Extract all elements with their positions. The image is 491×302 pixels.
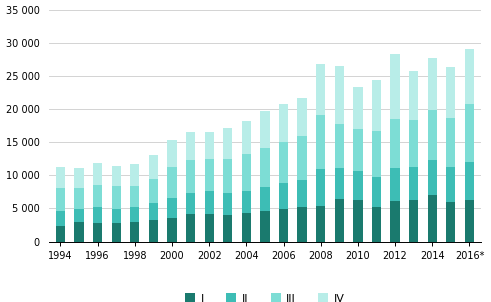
Bar [390,201,400,242]
Bar [298,136,307,180]
Bar [446,117,456,167]
Bar [428,58,437,110]
Bar [279,183,288,209]
Bar [56,226,65,242]
Bar [205,132,214,159]
Bar [260,187,270,211]
Bar [74,209,83,222]
Bar [167,140,177,167]
Bar [205,191,214,214]
Bar [242,191,251,213]
Bar [56,188,65,211]
Bar [353,171,362,200]
Bar [56,211,65,226]
Bar [167,218,177,242]
Bar [298,207,307,242]
Bar [242,213,251,242]
Bar [149,220,158,242]
Bar [279,104,288,142]
Bar [111,166,121,186]
Bar [390,168,400,201]
Bar [186,132,195,160]
Bar [316,115,326,169]
Bar [335,66,344,124]
Legend: I, II, III, IV: I, II, III, IV [181,289,349,302]
Bar [111,209,121,223]
Bar [446,167,456,202]
Bar [372,207,381,242]
Bar [130,185,139,207]
Bar [465,200,474,242]
Bar [130,222,139,242]
Bar [130,164,139,185]
Bar [93,185,102,207]
Bar [372,131,381,177]
Bar [260,111,270,148]
Bar [298,180,307,207]
Bar [111,186,121,209]
Bar [465,49,474,104]
Bar [316,64,326,115]
Bar [93,207,102,223]
Bar [353,200,362,242]
Bar [149,155,158,178]
Bar [446,202,456,242]
Bar [223,215,232,242]
Bar [316,169,326,206]
Bar [167,198,177,218]
Bar [428,110,437,160]
Bar [279,209,288,242]
Bar [409,120,418,167]
Bar [56,167,65,188]
Bar [93,163,102,185]
Bar [223,193,232,215]
Bar [390,119,400,168]
Bar [335,168,344,199]
Bar [223,159,232,193]
Bar [409,200,418,242]
Bar [353,87,362,129]
Bar [186,160,195,193]
Bar [167,167,177,198]
Bar [279,142,288,183]
Bar [409,167,418,200]
Bar [409,71,418,120]
Bar [149,178,158,203]
Bar [465,162,474,200]
Bar [353,129,362,171]
Bar [372,80,381,131]
Bar [446,67,456,117]
Bar [428,160,437,195]
Bar [372,177,381,207]
Bar [465,104,474,162]
Bar [223,128,232,159]
Bar [260,211,270,242]
Bar [298,98,307,136]
Bar [242,154,251,191]
Bar [316,206,326,242]
Bar [74,188,83,209]
Bar [335,124,344,168]
Bar [205,214,214,242]
Bar [186,193,195,214]
Bar [205,159,214,191]
Bar [149,203,158,220]
Bar [111,223,121,242]
Bar [335,199,344,242]
Bar [390,54,400,119]
Bar [428,195,437,242]
Bar [93,223,102,242]
Bar [186,214,195,242]
Bar [130,207,139,222]
Bar [74,222,83,242]
Bar [260,148,270,187]
Bar [242,120,251,154]
Bar [74,168,83,188]
